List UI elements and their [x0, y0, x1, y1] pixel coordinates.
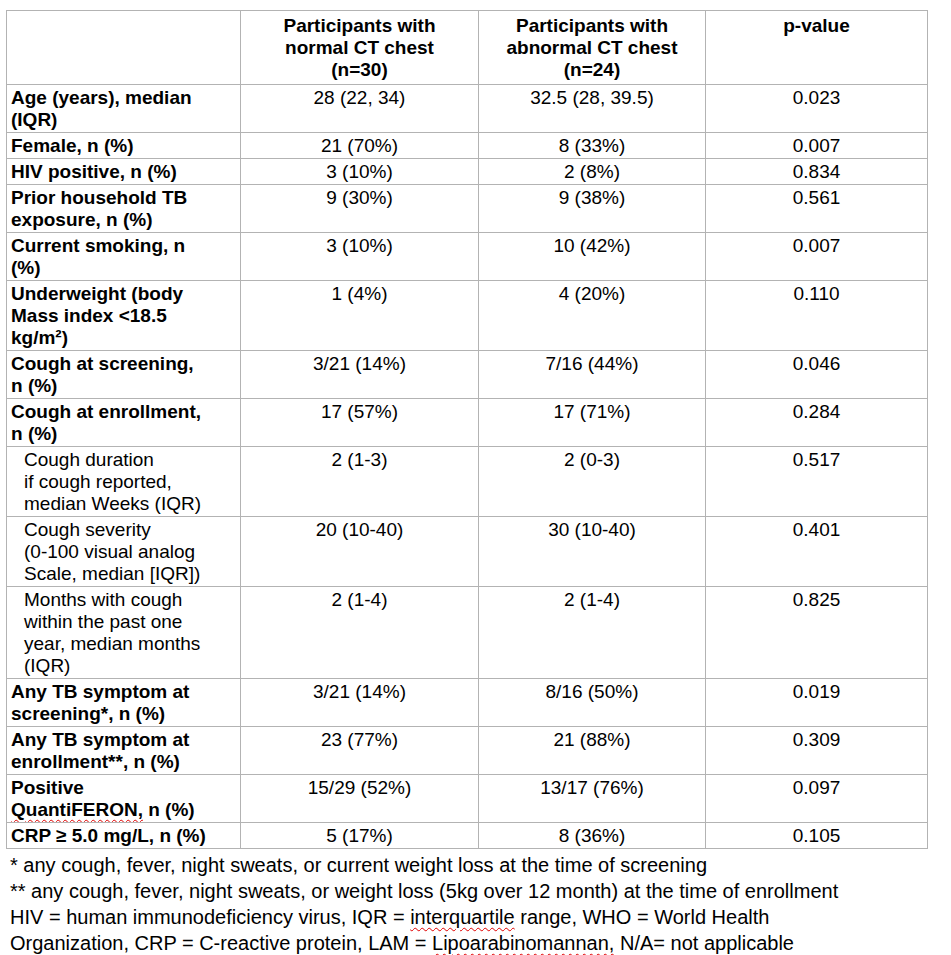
value-abnormal-ct: 17 (71%) — [479, 399, 706, 447]
value-normal-ct: 1 (4%) — [241, 281, 479, 351]
row-label: CRP ≥ 5.0 mg/L, n (%) — [7, 823, 241, 849]
header-empty-cell — [7, 11, 241, 85]
footnote-abbreviations-line-1: HIV = human immunodeficiency virus, IQR … — [10, 904, 951, 930]
participant-characteristics-table: Participants with normal CT chest (n=30)… — [6, 10, 928, 849]
table-row: Prior household TB exposure, n (%)9 (30%… — [7, 185, 928, 233]
table-header-row: Participants with normal CT chest (n=30)… — [7, 11, 928, 85]
value-p-value: 0.401 — [706, 517, 928, 587]
value-abnormal-ct: 10 (42%) — [479, 233, 706, 281]
row-label: Months with cough within the past one ye… — [7, 587, 241, 679]
value-normal-ct: 2 (1-4) — [241, 587, 479, 679]
value-abnormal-ct: 21 (88%) — [479, 727, 706, 775]
table-row: CRP ≥ 5.0 mg/L, n (%)5 (17%)8 (36%)0.105 — [7, 823, 928, 849]
value-p-value: 0.105 — [706, 823, 928, 849]
value-normal-ct: 15/29 (52%) — [241, 775, 479, 823]
value-normal-ct: 23 (77%) — [241, 727, 479, 775]
value-p-value: 0.309 — [706, 727, 928, 775]
value-abnormal-ct: 8 (33%) — [479, 133, 706, 159]
footnotes: * any cough, fever, night sweats, or cur… — [10, 852, 951, 955]
table-row: Positive QuantiFERON, n (%)15/29 (52%)13… — [7, 775, 928, 823]
spellcheck-underline: Lipoarabinomannan, — [432, 932, 614, 954]
value-abnormal-ct: 2 (8%) — [479, 159, 706, 185]
value-normal-ct: 3 (10%) — [241, 233, 479, 281]
value-abnormal-ct: 13/17 (76%) — [479, 775, 706, 823]
table-row: Female, n (%)21 (70%)8 (33%)0.007 — [7, 133, 928, 159]
table-row: Current smoking, n (%)3 (10%)10 (42%)0.0… — [7, 233, 928, 281]
value-p-value: 0.110 — [706, 281, 928, 351]
value-abnormal-ct: 8/16 (50%) — [479, 679, 706, 727]
row-label: Female, n (%) — [7, 133, 241, 159]
table-row: Underweight (body Mass index <18.5 kg/m²… — [7, 281, 928, 351]
value-normal-ct: 17 (57%) — [241, 399, 479, 447]
value-p-value: 0.561 — [706, 185, 928, 233]
value-p-value: 0.007 — [706, 233, 928, 281]
row-label: Prior household TB exposure, n (%) — [7, 185, 241, 233]
table-row: Cough at screening, n (%)3/21 (14%)7/16 … — [7, 351, 928, 399]
value-abnormal-ct: 7/16 (44%) — [479, 351, 706, 399]
value-p-value: 0.007 — [706, 133, 928, 159]
table-row: Months with cough within the past one ye… — [7, 587, 928, 679]
row-label: Any TB symptom at screening*, n (%) — [7, 679, 241, 727]
row-label: HIV positive, n (%) — [7, 159, 241, 185]
table-row: Any TB symptom at enrollment**, n (%)23 … — [7, 727, 928, 775]
value-normal-ct: 3 (10%) — [241, 159, 479, 185]
table-row: Cough severity (0-100 visual analog Scal… — [7, 517, 928, 587]
value-normal-ct: 28 (22, 34) — [241, 85, 479, 133]
table-row: Any TB symptom at screening*, n (%)3/21 … — [7, 679, 928, 727]
value-normal-ct: 9 (30%) — [241, 185, 479, 233]
value-p-value: 0.517 — [706, 447, 928, 517]
footnote-double-asterisk: ** any cough, fever, night sweats, or we… — [10, 878, 951, 904]
header-p-value: p-value — [706, 11, 928, 85]
footnote-single-asterisk: * any cough, fever, night sweats, or cur… — [10, 852, 951, 878]
row-label: Age (years), median (IQR) — [7, 85, 241, 133]
table-row: Cough at enrollment, n (%)17 (57%)17 (71… — [7, 399, 928, 447]
value-abnormal-ct: 4 (20%) — [479, 281, 706, 351]
value-p-value: 0.023 — [706, 85, 928, 133]
value-abnormal-ct: 32.5 (28, 39.5) — [479, 85, 706, 133]
table-row: Cough duration if cough reported, median… — [7, 447, 928, 517]
value-abnormal-ct: 2 (0-3) — [479, 447, 706, 517]
table-row: HIV positive, n (%)3 (10%)2 (8%)0.834 — [7, 159, 928, 185]
row-label: Cough duration if cough reported, median… — [7, 447, 241, 517]
row-label: Cough at screening, n (%) — [7, 351, 241, 399]
header-abnormal-ct-chest: Participants with abnormal CT chest (n=2… — [479, 11, 706, 85]
spellcheck-underline: QuantiFERON, — [11, 799, 143, 820]
value-abnormal-ct: 30 (10-40) — [479, 517, 706, 587]
value-normal-ct: 3/21 (14%) — [241, 679, 479, 727]
value-normal-ct: 21 (70%) — [241, 133, 479, 159]
row-label: Current smoking, n (%) — [7, 233, 241, 281]
header-normal-ct-chest: Participants with normal CT chest (n=30) — [241, 11, 479, 85]
value-normal-ct: 5 (17%) — [241, 823, 479, 849]
row-label: Cough at enrollment, n (%) — [7, 399, 241, 447]
value-abnormal-ct: 9 (38%) — [479, 185, 706, 233]
value-abnormal-ct: 2 (1-4) — [479, 587, 706, 679]
value-p-value: 0.097 — [706, 775, 928, 823]
value-normal-ct: 2 (1-3) — [241, 447, 479, 517]
footnote-abbreviations-line-2: Organization, CRP = C-reactive protein, … — [10, 930, 951, 955]
value-p-value: 0.825 — [706, 587, 928, 679]
value-p-value: 0.046 — [706, 351, 928, 399]
row-label: Any TB symptom at enrollment**, n (%) — [7, 727, 241, 775]
value-abnormal-ct: 8 (36%) — [479, 823, 706, 849]
row-label: Positive QuantiFERON, n (%) — [7, 775, 241, 823]
document-page: Participants with normal CT chest (n=30)… — [0, 10, 951, 955]
value-normal-ct: 20 (10-40) — [241, 517, 479, 587]
value-p-value: 0.019 — [706, 679, 928, 727]
table-row: Age (years), median (IQR)28 (22, 34)32.5… — [7, 85, 928, 133]
value-normal-ct: 3/21 (14%) — [241, 351, 479, 399]
row-label: Cough severity (0-100 visual analog Scal… — [7, 517, 241, 587]
row-label: Underweight (body Mass index <18.5 kg/m²… — [7, 281, 241, 351]
value-p-value: 0.834 — [706, 159, 928, 185]
value-p-value: 0.284 — [706, 399, 928, 447]
table-body: Age (years), median (IQR)28 (22, 34)32.5… — [7, 85, 928, 849]
spellcheck-underline: interquartile — [410, 906, 515, 928]
